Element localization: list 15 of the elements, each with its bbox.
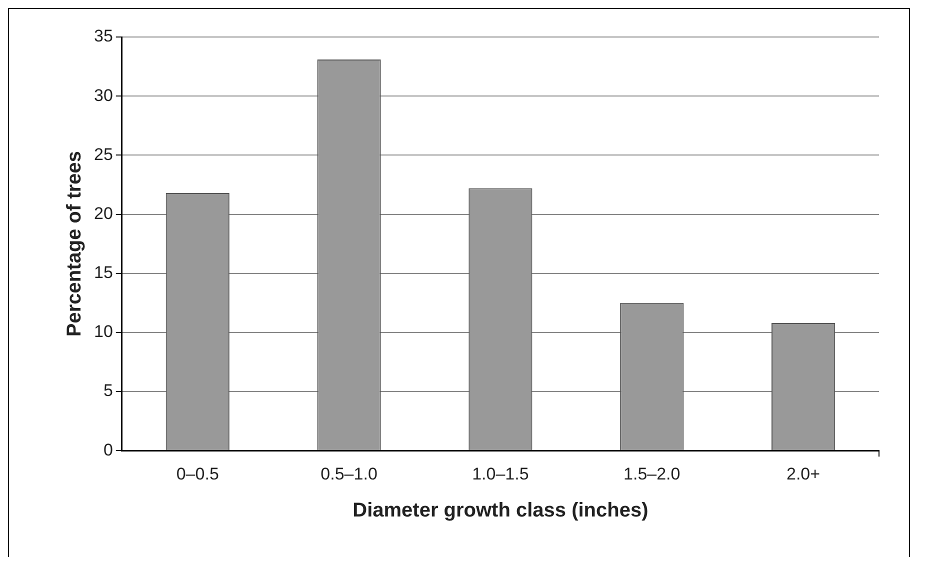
y-tick-label: 15 [94,263,113,282]
x-tick-label: 0–0.5 [176,464,219,484]
y-tick-label: 10 [94,322,113,342]
y-axis-title: Percentage of trees [64,150,86,337]
y-tick-label: 30 [94,86,113,105]
y-tick-label: 20 [94,204,113,223]
x-tick-label: 0.5–1.0 [320,464,378,484]
y-tick-label: 5 [103,381,113,400]
x-tick-label: 2.0+ [786,464,820,484]
x-axis-title: Diameter growth class (inches) [352,500,648,522]
y-tick-label: 25 [94,144,113,164]
y-tick-label: 0 [103,440,113,460]
x-tick-label: 1.5–2.0 [624,464,680,484]
x-tick-label: 1.0–1.5 [472,464,529,484]
y-tick-label: 35 [94,26,113,46]
